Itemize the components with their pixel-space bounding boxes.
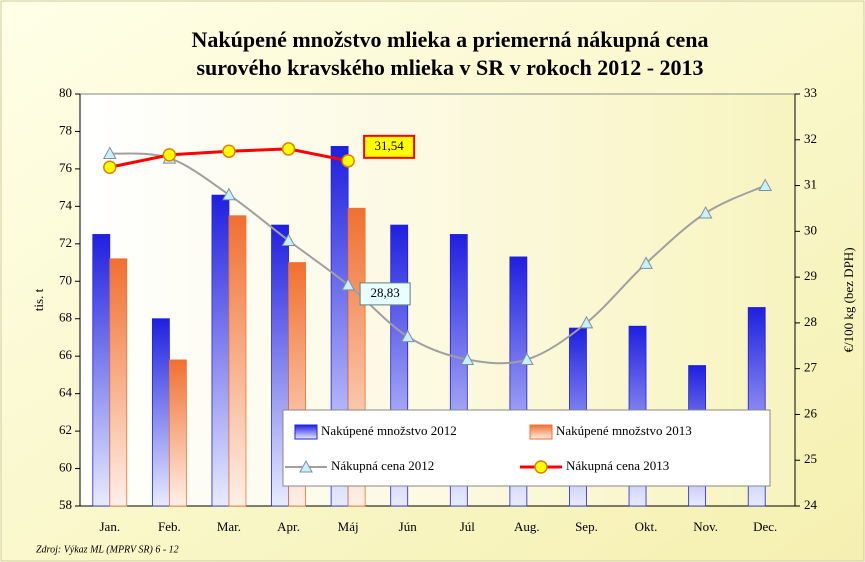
bar (228, 215, 247, 507)
x-tick-label: Jan. (99, 519, 120, 534)
y2-tick-label: 26 (804, 405, 818, 420)
y-tick-label: 70 (59, 272, 72, 287)
y2-tick-label: 31 (804, 177, 817, 192)
marker (698, 205, 713, 219)
marker (534, 460, 548, 474)
y-tick-label: 72 (59, 235, 72, 250)
data-label: 28,83 (371, 285, 400, 300)
marker (281, 233, 296, 246)
chart-title: surového kravského mlieka v SR v rokoch … (196, 55, 703, 80)
chart-title: Nakúpené množstvo mlieka a priemerná nák… (191, 27, 708, 52)
y2-axis-label: €/100 kg (bez DPH) (841, 247, 856, 352)
data-label: 31,54 (375, 138, 405, 153)
x-tick-label: Jún (399, 519, 418, 534)
legend (282, 409, 771, 487)
bar (151, 318, 170, 507)
legend-label: Nákupná cena 2013 (566, 458, 669, 473)
y-tick-label: 74 (59, 197, 73, 212)
legend-label: Nákupná cena 2012 (331, 458, 434, 473)
legend-label: Nakúpené množstvo 2013 (556, 423, 692, 438)
marker (103, 160, 117, 174)
y2-tick-label: 24 (804, 497, 818, 512)
y2-tick-label: 33 (804, 85, 817, 100)
x-tick-label: Aug. (514, 519, 540, 534)
marker (162, 148, 177, 162)
marker (758, 178, 773, 192)
y-axis-label: tis. t (31, 288, 46, 311)
y-tick-label: 66 (59, 347, 73, 362)
y2-tick-label: 29 (804, 268, 817, 283)
x-tick-label: Sep. (575, 519, 598, 534)
legend-swatch (294, 424, 318, 440)
y2-tick-label: 30 (804, 222, 817, 237)
y2-tick-label: 27 (804, 360, 818, 375)
y-tick-label: 62 (59, 422, 72, 437)
x-tick-label: Feb. (158, 519, 181, 534)
x-tick-label: Mar. (217, 519, 241, 534)
marker (222, 144, 236, 158)
x-tick-label: Máj (338, 519, 359, 534)
y-tick-label: 60 (59, 460, 72, 475)
x-tick-label: Apr. (277, 519, 300, 534)
y-tick-label: 64 (59, 385, 73, 400)
x-tick-label: Júl (460, 519, 476, 534)
marker (639, 256, 653, 269)
bar (109, 258, 128, 507)
marker (222, 187, 236, 201)
x-tick-label: Okt. (635, 519, 658, 534)
marker (299, 459, 313, 473)
y-tick-label: 76 (59, 160, 73, 175)
marker (281, 142, 296, 156)
y-tick-label: 58 (59, 497, 72, 512)
bar (92, 234, 111, 507)
y2-tick-label: 25 (804, 451, 817, 466)
marker (400, 329, 415, 343)
data-label-box (363, 134, 416, 159)
x-tick-label: Nov. (693, 519, 718, 534)
bar (211, 194, 230, 507)
y2-tick-label: 32 (804, 131, 817, 146)
marker (341, 154, 355, 168)
marker (341, 277, 355, 291)
data-label-box (359, 282, 411, 306)
y-tick-label: 68 (59, 310, 72, 325)
marker (102, 146, 117, 160)
marker (520, 352, 534, 366)
bar (168, 359, 187, 507)
y-tick-label: 80 (59, 85, 72, 100)
x-tick-label: Dec. (753, 519, 777, 534)
y-tick-label: 78 (59, 122, 72, 137)
source: Zdroj: Výkaz ML (MPRV SR) 6 - 12 (36, 544, 179, 555)
legend-label: Nakúpené množstvo 2012 (321, 423, 457, 438)
y2-tick-label: 28 (804, 314, 817, 329)
marker (460, 352, 475, 366)
marker (579, 315, 594, 329)
legend-swatch (529, 424, 553, 440)
